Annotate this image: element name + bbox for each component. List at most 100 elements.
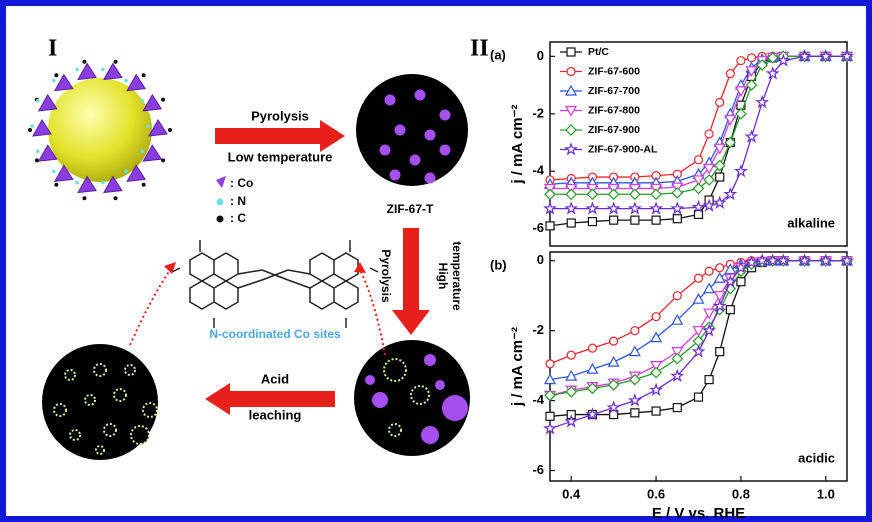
y-tick-label: -6 (532, 220, 544, 235)
legend-label: ZIF-67-800 (588, 104, 640, 116)
vacancy (114, 389, 126, 401)
legend-label: ZIF-67-900 (588, 124, 640, 136)
x-tick-label: 0.4 (562, 486, 581, 501)
y-tick-label: -4 (532, 163, 544, 178)
co-dot (390, 170, 401, 181)
marker (673, 215, 681, 223)
atom (161, 158, 165, 162)
legend-label: Pt/C (588, 46, 609, 58)
marker (737, 57, 745, 65)
marker (695, 393, 703, 401)
atom (161, 98, 165, 102)
marker (695, 156, 703, 164)
atom (82, 60, 86, 64)
sites-label: N-coordinated Co sites (209, 327, 341, 341)
marker (673, 292, 681, 300)
legend-text: : N (230, 194, 246, 208)
legend-label: ZIF-67-700 (588, 85, 640, 97)
co-dot (440, 145, 451, 156)
marker (546, 222, 554, 230)
marker (652, 313, 660, 321)
atom (124, 170, 128, 174)
co-dot (365, 375, 375, 385)
marker (652, 407, 660, 415)
annotation: alkaline (787, 215, 835, 230)
legend-text: : Co (230, 176, 253, 190)
atom (28, 128, 32, 132)
atom (82, 196, 86, 200)
atom (168, 128, 172, 132)
co-dot (372, 392, 388, 408)
n-icon (217, 199, 224, 206)
atom (52, 170, 56, 174)
product-label: ZIF-67-T (387, 202, 434, 216)
legend-label: ZIF-67-600 (588, 65, 640, 77)
marker (610, 337, 618, 345)
atom (52, 79, 56, 83)
y-tick-label: -6 (532, 462, 544, 477)
atom (54, 183, 58, 187)
atom (35, 158, 39, 162)
co-dot (380, 145, 391, 156)
marker (631, 216, 639, 224)
marker (705, 376, 713, 384)
vacancy (70, 430, 80, 440)
figure: I II Pyrolysis Low temperature : Co : N … (0, 0, 872, 522)
co-dot (411, 386, 429, 404)
atom (36, 149, 40, 153)
marker (748, 54, 756, 62)
vacancy (125, 365, 135, 375)
panel-label: I (48, 36, 57, 62)
marker (631, 327, 639, 335)
y-tick-label: -2 (532, 105, 544, 120)
marker (588, 344, 596, 352)
vacancy (94, 364, 106, 376)
marker (588, 218, 596, 226)
co-dot (395, 125, 406, 136)
atom (146, 124, 150, 128)
zif-67-t-particle (356, 74, 468, 186)
legend-label: ZIF-67-900-AL (588, 143, 658, 155)
arrow-label: temperature (450, 241, 464, 311)
marker (716, 348, 724, 356)
marker (546, 360, 554, 368)
arrow-label: High (436, 263, 450, 290)
atom (114, 196, 118, 200)
atom (140, 149, 144, 153)
co-dot (425, 130, 436, 141)
vacancy (96, 446, 104, 454)
atom (114, 60, 118, 64)
co-dot (384, 359, 406, 381)
marker (567, 219, 575, 227)
marker (726, 70, 734, 78)
marker (716, 173, 724, 181)
y-tick-label: 0 (537, 252, 544, 267)
co-dot (421, 426, 439, 444)
panel-label: (a) (490, 47, 506, 62)
co-dot (424, 354, 436, 366)
vacancy (54, 404, 66, 416)
legend-marker (567, 68, 575, 76)
y-axis-label: j / mA cm⁻² (509, 104, 526, 184)
marker (716, 264, 724, 272)
co-dot (425, 173, 436, 184)
y-tick-label: 0 (537, 48, 544, 63)
co-dot (410, 155, 421, 166)
marker (705, 130, 713, 138)
co-dot (415, 90, 426, 101)
atom (142, 183, 146, 187)
co-dot (442, 395, 468, 421)
marker (652, 216, 660, 224)
marker (726, 306, 734, 314)
arrow-label: Pyrolysis (379, 249, 393, 303)
panel-label: (b) (490, 257, 507, 272)
legend-text: : C (230, 211, 246, 225)
atom (36, 99, 40, 103)
arrow-label: Pyrolysis (251, 108, 309, 123)
annotation: acidic (798, 450, 835, 465)
arrow-label: leaching (249, 407, 302, 422)
atom (30, 124, 34, 128)
x-tick-label: 0.6 (647, 486, 665, 501)
atom (75, 181, 79, 185)
atom (75, 68, 79, 72)
